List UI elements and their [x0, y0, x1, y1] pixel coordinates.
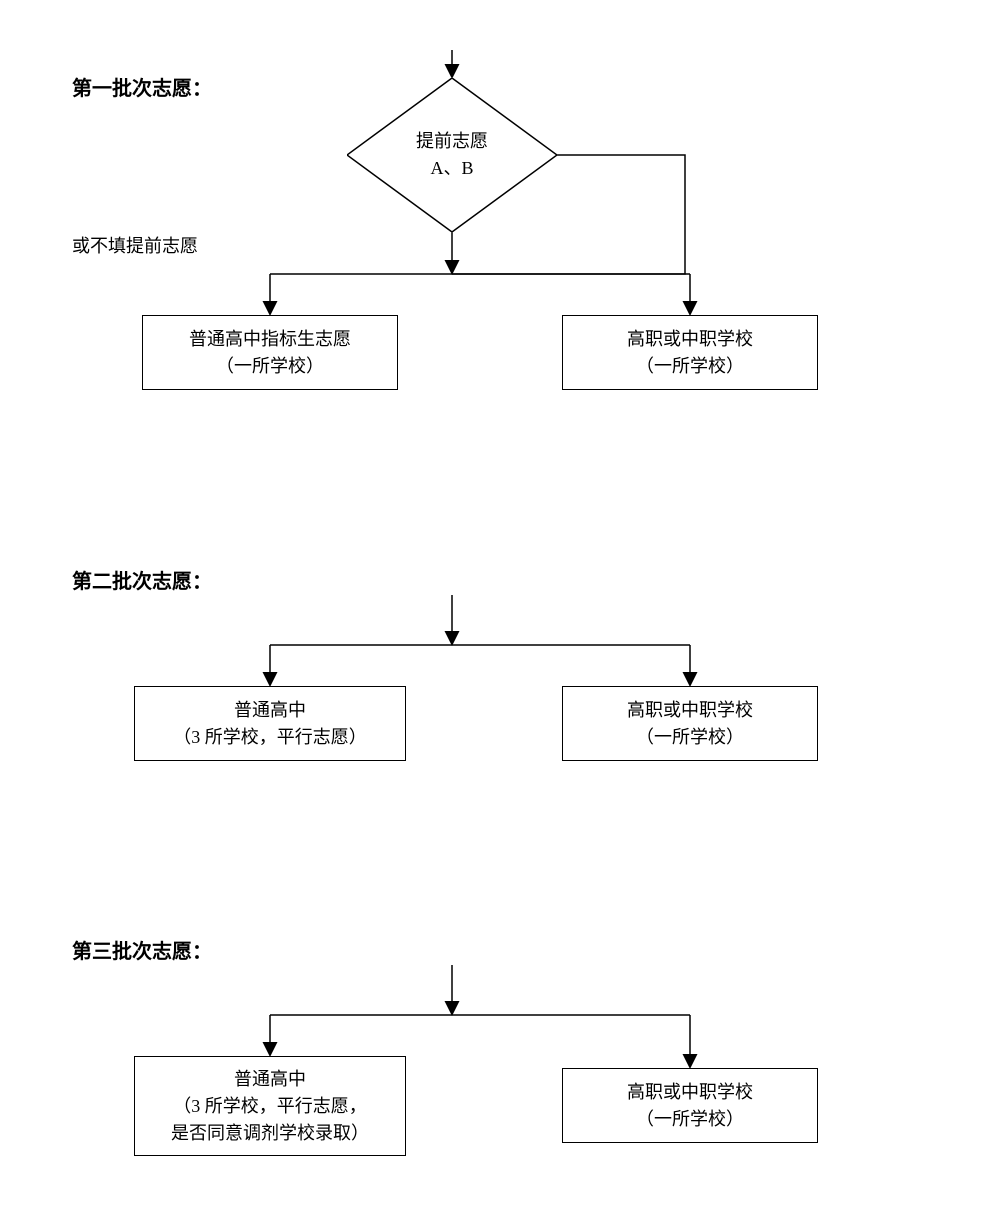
section-3-box-right: 高职或中职学校 （一所学校） — [562, 1068, 818, 1143]
section-3-box-left: 普通高中 （3 所学校，平行志愿， 是否同意调剂学校录取） — [134, 1056, 406, 1156]
box-line: 高职或中职学校 — [627, 1079, 753, 1106]
section-3-connectors — [0, 0, 1000, 1200]
box-line: 普通高中 — [234, 1066, 306, 1093]
box-line: （3 所学校，平行志愿， — [173, 1093, 367, 1120]
box-line: 是否同意调剂学校录取） — [171, 1120, 369, 1147]
box-line: （一所学校） — [636, 1106, 744, 1133]
